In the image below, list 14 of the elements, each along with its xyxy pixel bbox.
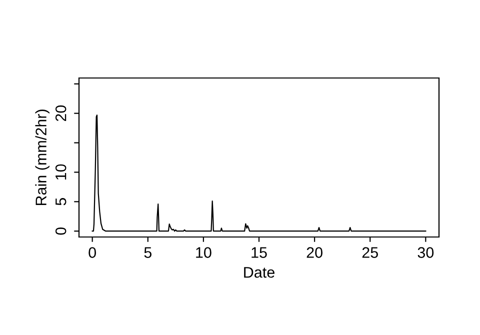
x-tick-label: 10 xyxy=(196,247,212,258)
x-tick-label: 5 xyxy=(144,247,152,258)
y-tick-label: 10 xyxy=(55,164,66,180)
x-tick-label: 0 xyxy=(88,247,96,258)
y-tick-label: 0 xyxy=(55,227,66,235)
line-series xyxy=(92,114,426,232)
x-tick-label: 30 xyxy=(418,247,434,258)
y-tick-label: 5 xyxy=(56,198,66,206)
x-tick-label: 25 xyxy=(362,247,378,258)
x-axis-title: Date xyxy=(244,267,274,278)
y-tick-label: 20 xyxy=(55,105,66,122)
x-tick-label: 15 xyxy=(252,247,267,258)
y-axis-title: Rain (mm/2hr) xyxy=(35,110,50,206)
x-tick-label: 20 xyxy=(306,247,322,258)
